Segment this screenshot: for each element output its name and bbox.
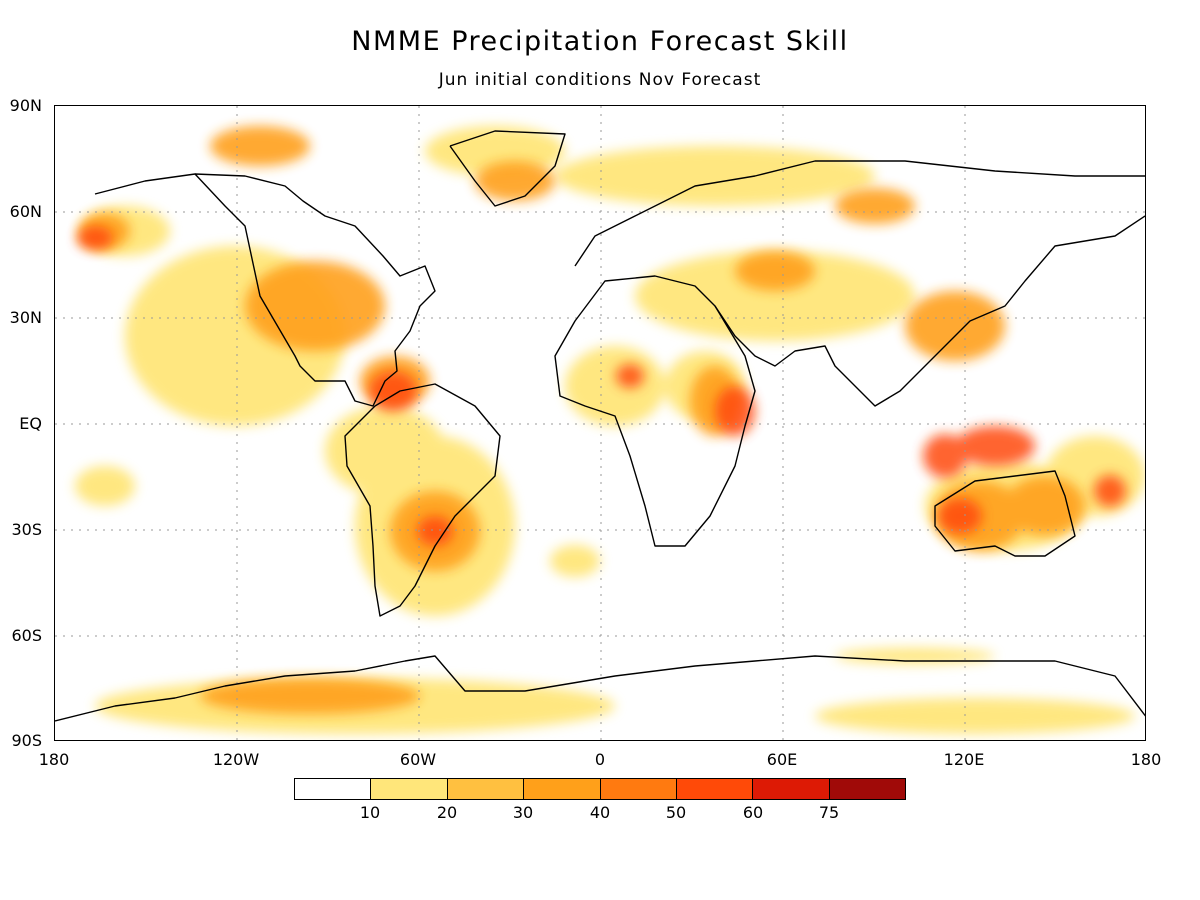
south-america-coast bbox=[344, 383, 501, 617]
colorbar-tick-label: 40 bbox=[589, 803, 611, 822]
chart-title: NMME Precipitation Forecast Skill bbox=[351, 26, 849, 57]
colorbar-swatch bbox=[524, 779, 601, 799]
colorbar-tick-label: 60 bbox=[742, 803, 764, 822]
greenland-coast bbox=[449, 130, 566, 207]
colorbar-swatch bbox=[295, 779, 372, 799]
lat-label-30n: 30N bbox=[9, 308, 42, 327]
colorbar-swatch bbox=[447, 779, 525, 799]
lat-label-90n: 90N bbox=[9, 96, 42, 115]
lat-label-90s: 90S bbox=[11, 731, 42, 750]
colorbar-tick-label: 30 bbox=[512, 803, 534, 822]
colorbar-tick-label: 20 bbox=[436, 803, 458, 822]
world-map bbox=[55, 106, 1145, 740]
lon-label-180e: 180 bbox=[1130, 750, 1162, 769]
lon-label-180w: 180 bbox=[38, 750, 70, 769]
antarctica-coast bbox=[55, 655, 1145, 722]
colorbar-swatch bbox=[753, 779, 830, 799]
chart-subtitle: Jun initial conditions Nov Forecast bbox=[438, 70, 762, 90]
lon-label-0: 0 bbox=[594, 750, 606, 769]
lon-label-120w: 120W bbox=[212, 750, 260, 769]
colorbar-swatch bbox=[600, 779, 677, 799]
graticule bbox=[55, 106, 1145, 740]
lon-label-60w: 60W bbox=[399, 750, 437, 769]
colorbar bbox=[294, 778, 906, 800]
coastlines bbox=[55, 130, 1145, 722]
skill-shading-high bbox=[77, 226, 1126, 546]
europe-asia-coast bbox=[574, 160, 1145, 407]
lon-label-60e: 60E bbox=[766, 750, 798, 769]
colorbar-tick-label: 50 bbox=[665, 803, 687, 822]
australia-coast bbox=[934, 470, 1076, 557]
colorbar-swatch bbox=[829, 779, 905, 799]
lat-label-60s: 60S bbox=[11, 626, 42, 645]
north-america-coast bbox=[94, 173, 436, 407]
lat-label-30s: 30S bbox=[11, 520, 42, 539]
lon-label-120e: 120E bbox=[943, 750, 985, 769]
colorbar-tick-label: 75 bbox=[818, 803, 840, 822]
colorbar-swatch bbox=[371, 779, 448, 799]
lat-label-60n: 60N bbox=[9, 202, 42, 221]
colorbar-swatch bbox=[676, 779, 754, 799]
colorbar-tick-label: 10 bbox=[359, 803, 381, 822]
map-frame bbox=[54, 105, 1146, 741]
lat-label-eq: EQ bbox=[19, 414, 42, 433]
africa-coast bbox=[554, 275, 756, 547]
